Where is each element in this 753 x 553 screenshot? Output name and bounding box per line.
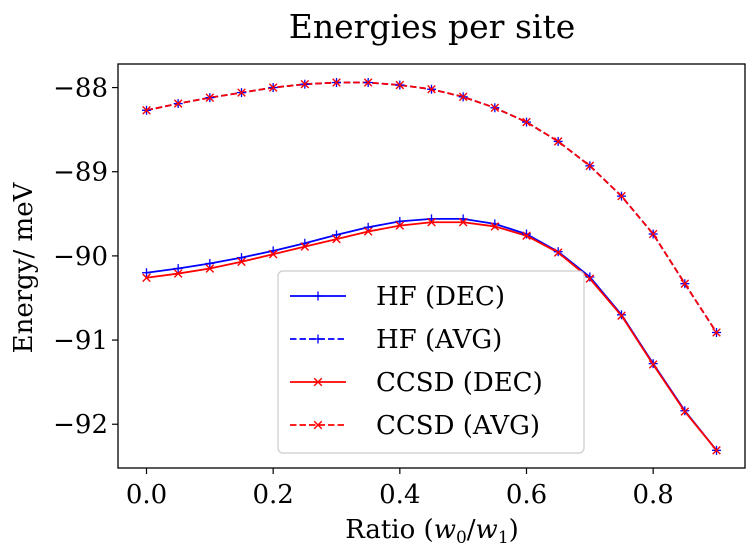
- x-axis-label-sub0: 0: [456, 528, 467, 548]
- series-3-point: [173, 99, 183, 108]
- legend-box: [277, 270, 585, 454]
- legend-items: HF (DEC) HF (AVG) CCSD (DEC) CCSD (AVG): [290, 282, 543, 441]
- series-0-point: [363, 222, 373, 232]
- series-3-point: [490, 103, 500, 113]
- series-0-point: [142, 268, 151, 278]
- x-tick-label: 0.6: [506, 480, 547, 510]
- series-3-point: [585, 161, 595, 171]
- series-0-point: [237, 253, 246, 263]
- series-2-point: [205, 264, 215, 273]
- y-axis: −92 −91 −90 −89 −88: [53, 74, 118, 440]
- series-2-point: [173, 269, 183, 278]
- x-tick-label: 0.0: [126, 480, 167, 510]
- series-3-point: [680, 279, 690, 288]
- series-0-point: [173, 264, 183, 274]
- series-2-point: [300, 242, 310, 251]
- legend-item: CCSD (AVG): [290, 411, 540, 441]
- series-2-point: [522, 231, 531, 240]
- series-3-point: [363, 78, 373, 87]
- x-axis-label-prefix: Ratio (: [345, 515, 434, 545]
- series-2-point: [458, 217, 468, 227]
- y-tick-label: −90: [53, 242, 108, 272]
- series-0-point: [585, 272, 595, 282]
- series-2-point: [237, 257, 246, 267]
- series-0-point: [395, 216, 405, 226]
- x-axis-label-slash: /: [467, 515, 476, 545]
- x-axis-label: Ratio (w0/w1): [345, 515, 519, 548]
- legend-marker: [313, 377, 323, 387]
- y-tick-label: −89: [53, 158, 108, 188]
- legend-label: CCSD (AVG): [376, 411, 540, 441]
- legend-label: HF (DEC): [376, 282, 505, 312]
- series-3-point: [427, 84, 436, 94]
- x-tick-label: 0.2: [252, 480, 293, 510]
- series-3-point: [648, 229, 658, 239]
- legend-item: HF (AVG): [290, 325, 502, 355]
- plot-frame: [117, 63, 746, 469]
- series-2-point: [712, 446, 721, 455]
- x-axis-label-suffix: ): [509, 515, 519, 545]
- series-3-point: [617, 191, 626, 201]
- series-2-point: [490, 222, 500, 231]
- legend: HF (DEC) HF (AVG) CCSD (DEC) CCSD (AVG): [277, 270, 585, 454]
- series-3-point: [395, 80, 405, 90]
- series-2-point: [648, 360, 658, 369]
- y-tick-label: −91: [53, 326, 108, 356]
- series-3-point: [522, 117, 531, 127]
- x-tick-label: 0.4: [379, 480, 420, 510]
- series-2-point: [585, 274, 595, 283]
- series-3-point: [712, 328, 721, 337]
- x-tick-label: 0.8: [632, 480, 673, 510]
- x-axis-label-sub1: 1: [498, 528, 509, 548]
- legend-marker: [313, 420, 323, 430]
- series-3-point: [300, 79, 310, 89]
- y-tick-label: −88: [53, 74, 108, 104]
- series-2-point: [427, 217, 436, 227]
- legend-item: CCSD (DEC): [290, 368, 543, 398]
- legend-marker: [313, 334, 323, 344]
- series-0-point: [522, 229, 531, 239]
- series-2-point: [332, 234, 341, 244]
- series-0-point: [332, 230, 341, 240]
- x-axis-label-w1: w: [476, 515, 498, 545]
- legend-item: HF (DEC): [290, 282, 505, 312]
- legend-marker: [313, 291, 323, 301]
- chart-title: Energies per site: [289, 7, 575, 46]
- series-3-point: [458, 92, 468, 102]
- series-2-point: [363, 227, 373, 236]
- series-2-point: [142, 273, 151, 283]
- series-2-point: [268, 249, 278, 259]
- x-axis-label-w0: w: [434, 515, 456, 545]
- series-3-point: [332, 78, 341, 87]
- series-3-point: [237, 88, 246, 97]
- series-3-point: [142, 105, 151, 115]
- series-2-point: [395, 221, 405, 230]
- series-3-point: [553, 137, 563, 146]
- legend-label: CCSD (DEC): [376, 368, 543, 398]
- series-2-point: [680, 407, 690, 416]
- y-axis-label: Energy/ meV: [9, 181, 39, 353]
- series-3-point: [205, 93, 215, 102]
- y-tick-label: −92: [53, 410, 108, 440]
- series-2-point: [617, 311, 626, 320]
- legend-label: HF (AVG): [376, 325, 502, 355]
- series-2-point: [553, 248, 563, 257]
- series-0-point: [205, 258, 215, 268]
- x-axis: 0.0 0.2 0.4 0.6 0.8: [126, 468, 674, 510]
- plot-markers: [142, 78, 721, 455]
- series-3-point: [268, 83, 278, 92]
